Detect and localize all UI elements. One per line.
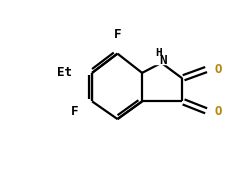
Bar <box>56 68 72 77</box>
Text: H: H <box>154 48 161 58</box>
Text: O: O <box>214 63 221 76</box>
Text: N: N <box>158 54 166 67</box>
Bar <box>212 107 223 116</box>
Text: F: F <box>113 28 121 41</box>
Bar <box>212 64 223 74</box>
Bar <box>70 107 79 116</box>
Text: F: F <box>70 105 78 118</box>
Text: O: O <box>214 105 221 118</box>
Bar <box>112 30 122 39</box>
Bar <box>151 48 171 64</box>
Text: Et: Et <box>56 66 72 79</box>
